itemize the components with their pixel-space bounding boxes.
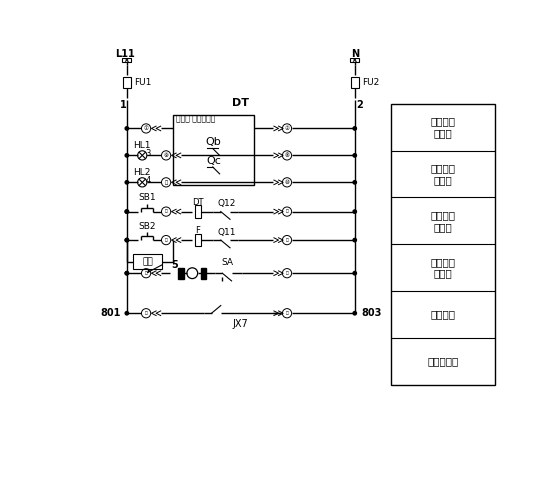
- Text: 电动分闸
（绿）: 电动分闸 （绿）: [431, 257, 455, 278]
- Circle shape: [353, 272, 357, 275]
- Text: ②: ②: [284, 126, 290, 131]
- Text: 803: 803: [361, 308, 381, 318]
- Text: 合闸指示
（红）: 合闸指示 （红）: [431, 117, 455, 138]
- Bar: [194, 205, 200, 218]
- Text: 1: 1: [120, 99, 127, 109]
- Text: Q12: Q12: [218, 199, 236, 208]
- Text: 4: 4: [146, 176, 151, 184]
- Circle shape: [187, 268, 198, 278]
- Text: Qb: Qb: [206, 137, 221, 147]
- Text: 智能型 电子脱扣器: 智能型 电子脱扣器: [176, 115, 216, 124]
- Circle shape: [353, 127, 357, 130]
- Circle shape: [125, 154, 129, 157]
- Bar: [123, 77, 131, 88]
- Text: 5: 5: [171, 261, 178, 271]
- Bar: [133, 254, 162, 269]
- Bar: [351, 77, 359, 88]
- Text: ⑧: ⑧: [284, 153, 290, 158]
- Text: 801: 801: [100, 308, 120, 318]
- Text: ㊶: ㊶: [286, 271, 288, 275]
- Circle shape: [353, 239, 357, 242]
- Text: SB1: SB1: [138, 193, 156, 202]
- Bar: [122, 58, 132, 62]
- Bar: [173, 115, 254, 185]
- Text: 2: 2: [356, 99, 363, 109]
- Circle shape: [125, 210, 129, 213]
- Text: ㊹: ㊹: [286, 311, 288, 315]
- Bar: [194, 234, 200, 246]
- Text: ⑩: ⑩: [284, 180, 290, 185]
- Text: ㉞: ㉞: [286, 238, 288, 242]
- Text: L11: L11: [115, 49, 135, 59]
- Circle shape: [125, 312, 129, 315]
- Text: Qc: Qc: [206, 156, 221, 166]
- Text: ㊸: ㊸: [145, 311, 147, 315]
- Text: FU1: FU1: [134, 78, 151, 87]
- Bar: [179, 268, 184, 278]
- Text: HL2: HL2: [133, 168, 151, 177]
- Circle shape: [125, 272, 129, 275]
- Circle shape: [353, 210, 357, 213]
- Text: ①: ①: [144, 126, 148, 131]
- Circle shape: [138, 151, 147, 160]
- Text: 3: 3: [146, 149, 151, 157]
- Text: JX7: JX7: [233, 319, 249, 329]
- Bar: [200, 268, 206, 278]
- Text: 磁卡: 磁卡: [142, 257, 153, 266]
- Text: ㉜: ㉜: [286, 210, 288, 214]
- Text: 电动储能: 电动储能: [431, 310, 455, 320]
- Text: HL1: HL1: [133, 141, 151, 150]
- Text: 电动合闸
（红）: 电动合闸 （红）: [431, 210, 455, 232]
- Circle shape: [125, 272, 129, 275]
- Text: 至负控信号: 至负控信号: [427, 357, 459, 366]
- Circle shape: [125, 239, 129, 242]
- Text: Q11: Q11: [218, 228, 236, 237]
- Text: ㉙: ㉙: [165, 238, 167, 242]
- Text: ⑨: ⑨: [164, 153, 169, 158]
- Circle shape: [125, 210, 129, 213]
- Text: ⑰: ⑰: [165, 180, 167, 185]
- Text: SA: SA: [221, 258, 233, 267]
- Circle shape: [125, 239, 129, 242]
- Text: F: F: [195, 227, 200, 235]
- Text: DT: DT: [232, 98, 249, 108]
- Circle shape: [125, 127, 129, 130]
- Circle shape: [125, 180, 129, 184]
- Text: SB2: SB2: [138, 222, 156, 231]
- Text: 分闸指示
（绿）: 分闸指示 （绿）: [431, 163, 455, 185]
- Text: FU2: FU2: [362, 78, 379, 87]
- Bar: [391, 104, 495, 385]
- Text: DT: DT: [192, 198, 203, 207]
- Text: N: N: [351, 49, 359, 59]
- Bar: [350, 58, 360, 62]
- Text: ㉛: ㉛: [165, 210, 167, 214]
- Circle shape: [353, 154, 357, 157]
- Text: ㊱: ㊱: [145, 271, 147, 275]
- Circle shape: [353, 180, 357, 184]
- Circle shape: [138, 178, 147, 187]
- Circle shape: [353, 312, 357, 315]
